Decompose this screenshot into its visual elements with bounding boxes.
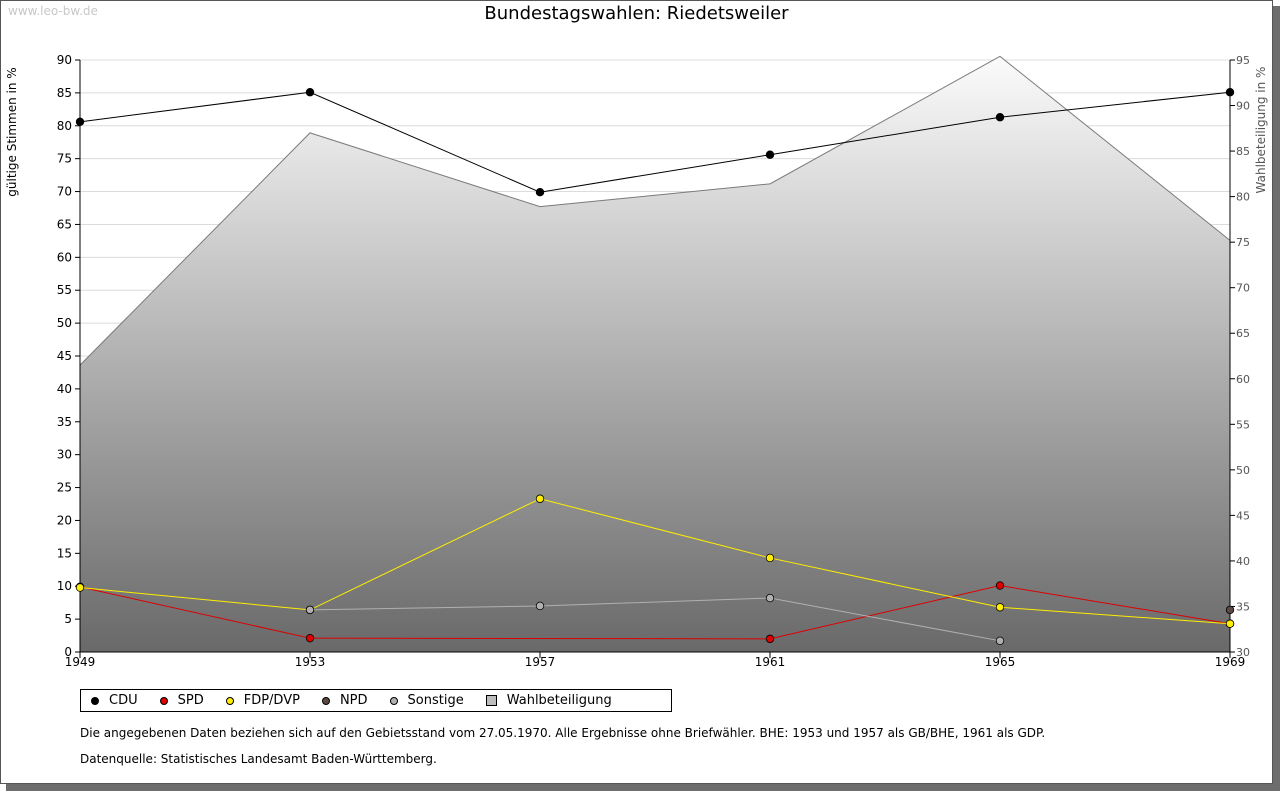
data-point-spd (995, 581, 1005, 590)
y2-tick-label: 85 (1236, 145, 1250, 158)
y-tick-label: 30 (57, 448, 72, 462)
data-point-sonstige (535, 601, 545, 611)
data-point-fdp-dvp (765, 553, 775, 563)
legend-label-sonstige: Sonstige (407, 693, 464, 708)
series-line-sonstige (309, 597, 1001, 642)
data-point-sonstige (765, 593, 775, 603)
x-tick-label: 1961 (755, 655, 786, 669)
y-tick-label: 65 (57, 217, 72, 231)
y-tick-label: 0 (64, 645, 72, 659)
y-tick-label: 80 (57, 119, 72, 133)
series-line-cdu (79, 91, 1231, 193)
y-tick-label: 45 (57, 349, 72, 363)
y-tick-label: 90 (57, 53, 72, 67)
y-tick-label: 40 (57, 382, 72, 396)
data-point-cdu (1225, 88, 1235, 97)
legend-marker-wahlbeteiligung (485, 695, 497, 706)
y-tick-label: 5 (64, 612, 72, 626)
y-tick-label: 35 (57, 415, 72, 429)
y2-tick-label: 40 (1236, 555, 1250, 568)
legend-label-cdu: CDU (109, 693, 138, 708)
y-tick-label: 50 (57, 316, 72, 330)
frame-shadow-right (1273, 6, 1280, 791)
y-axis-title: gültige Stimmen in % (5, 67, 19, 196)
chart-legend: CDU SPD FDP/DVP NPD Sonstige Wahlbeteiligung (80, 689, 672, 712)
legend-marker-spd (159, 696, 168, 705)
y2-axis-title: Wahlbeteiligung in % (1254, 67, 1268, 194)
x-tick-label: 1953 (295, 655, 326, 669)
note-gebietsstand: Die angegebenen Daten beziehen sich auf … (80, 726, 1046, 740)
data-point-fdp-dvp (535, 494, 545, 503)
y-tick-label: 20 (57, 513, 72, 527)
data-point-cdu (765, 150, 775, 159)
y-tick-label: 55 (57, 283, 72, 297)
data-point-cdu (995, 113, 1005, 122)
legend-item-cdu: CDU (91, 693, 138, 708)
legend-marker-fdp-dvp (225, 696, 234, 705)
data-point-fdp-dvp (75, 583, 85, 592)
wahlbeteiligung-area (80, 56, 1230, 652)
y-tick-label: 85 (57, 86, 72, 100)
note-datenquelle: Datenquelle: Statistisches Landesamt Bad… (80, 752, 437, 766)
data-point-sonstige (995, 636, 1005, 646)
data-point-spd (305, 633, 315, 643)
legend-item-spd: SPD (159, 693, 204, 708)
data-point-cdu (535, 188, 545, 197)
x-tick-label: 1957 (525, 655, 556, 669)
legend-label-spd: SPD (177, 693, 204, 708)
y2-tick-label: 55 (1236, 418, 1250, 431)
chart-svg: 0 5 10 15 20 25 30 35 40 45 50 55 60 65 70 75 80 85 90 30 35… (5, 53, 1268, 669)
y-tick-label: 15 (57, 546, 72, 560)
legend-label-npd: NPD (339, 693, 368, 708)
y-tick-label: 10 (57, 579, 72, 593)
y-tick-label: 70 (57, 185, 72, 199)
y2-tick-label: 60 (1236, 373, 1250, 386)
chart-title: Bundestagswahlen: Riedetsweiler (484, 3, 789, 24)
legend-marker-npd (321, 696, 330, 705)
legend-item-wahlbeteiligung: Wahlbeteiligung (485, 693, 612, 708)
y2-tick-label: 95 (1236, 54, 1250, 67)
x-tick-label: 1969 (1215, 655, 1246, 669)
legend-label-fdp-dvp: FDP/DVP (243, 693, 300, 708)
y-tick-label: 25 (57, 481, 72, 495)
series-line-fdp-dvp (79, 498, 1231, 625)
legend-label-wahlbeteiligung: Wahlbeteiligung (506, 693, 612, 708)
data-point-sonstige (305, 605, 315, 615)
legend-item-fdp-dvp: FDP/DVP (225, 693, 300, 708)
data-point-cdu (305, 88, 315, 97)
y2-tick-label: 80 (1236, 191, 1250, 204)
data-point-fdp-dvp (995, 603, 1005, 612)
wahlbeteiligung-line (79, 55, 1231, 366)
y2-tick-label: 50 (1236, 464, 1250, 477)
y2-tick-label: 75 (1236, 236, 1250, 249)
data-point-spd (765, 634, 775, 644)
y2-tick-label: 35 (1236, 600, 1250, 613)
legend-marker-cdu (91, 696, 99, 705)
data-point-npd (1225, 605, 1235, 615)
data-point-fdp-dvp (1225, 619, 1235, 628)
y2-tick-label: 65 (1236, 327, 1250, 340)
y2-tick-label: 90 (1236, 100, 1250, 113)
y-tick-label: 60 (57, 250, 72, 264)
watermark: www.leo-bw.de (8, 4, 98, 18)
y2-tick-label: 70 (1236, 282, 1250, 295)
y2-tick-label: 45 (1236, 509, 1250, 522)
y-tick-label: 75 (57, 152, 72, 166)
x-tick-label: 1965 (985, 655, 1016, 669)
legend-item-sonstige: Sonstige (389, 693, 464, 708)
legend-marker-sonstige (389, 696, 398, 705)
frame-shadow-bottom (6, 784, 1280, 791)
y2-tick-label: 30 (1236, 646, 1250, 659)
data-point-cdu (75, 117, 85, 127)
x-tick-label: 1949 (65, 655, 96, 669)
legend-item-npd: NPD (321, 693, 368, 708)
